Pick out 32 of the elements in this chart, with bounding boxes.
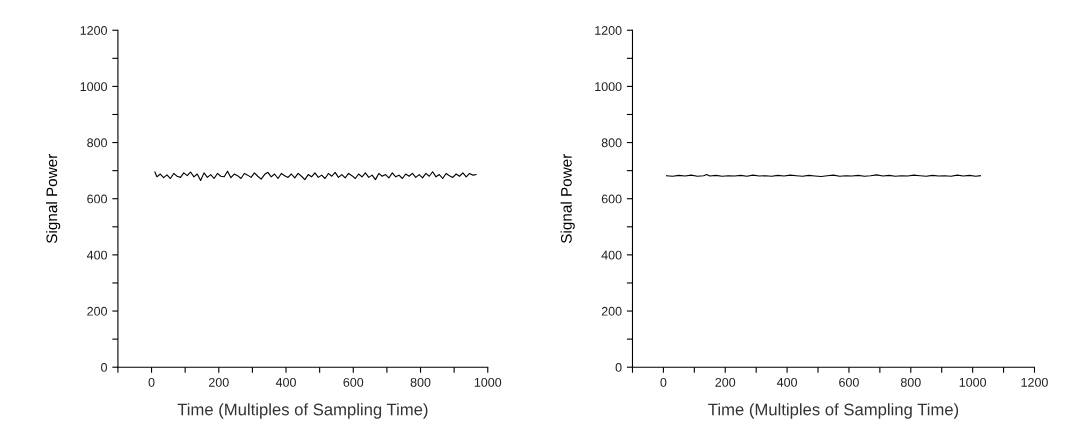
y-tick-label: 1200 [80,26,108,35]
x-axis-title: Time (Multiples of Sampling Time) [708,403,959,419]
x-tick-label: 1200 [1021,377,1048,387]
y-tick-label: 600 [87,194,108,204]
y-tick-label: 400 [86,250,108,260]
x-tick-label: 400 [275,377,296,387]
y-tick-label: 400 [601,250,622,260]
x-tick-label: 200 [715,377,736,387]
y-tick-label: 200 [601,306,622,316]
x-tick-label: 400 [776,377,798,387]
x-tick-label: 200 [208,377,229,387]
x-tick-label: 1000 [474,377,502,387]
x-tick-label: 600 [839,377,859,387]
x-axis-title: Time (Multiples of Sampling Time) [177,403,428,419]
y-tick-label: 0 [615,363,622,372]
x-tick-label: 800 [410,377,431,387]
x-tick-label: 0 [148,377,155,387]
y-tick-label: 800 [601,138,622,148]
y-axis-title: Signal Power [46,153,61,244]
x-tick-label: 0 [660,377,667,387]
y-tick-label: 600 [601,194,622,204]
y-tick-label: 200 [87,306,108,316]
y-tick-label: 1200 [595,26,622,35]
y-axis-title: Signal Power [560,153,575,244]
x-tick-label: 600 [343,377,364,387]
y-tick-label: 1000 [80,82,108,92]
y-tick-label: 800 [87,138,108,148]
y-tick-label: 1000 [595,82,622,92]
x-tick-label: 800 [900,377,921,387]
x-tick-label: 1000 [959,377,987,387]
y-tick-label: 0 [101,363,108,372]
line-series [154,170,477,182]
